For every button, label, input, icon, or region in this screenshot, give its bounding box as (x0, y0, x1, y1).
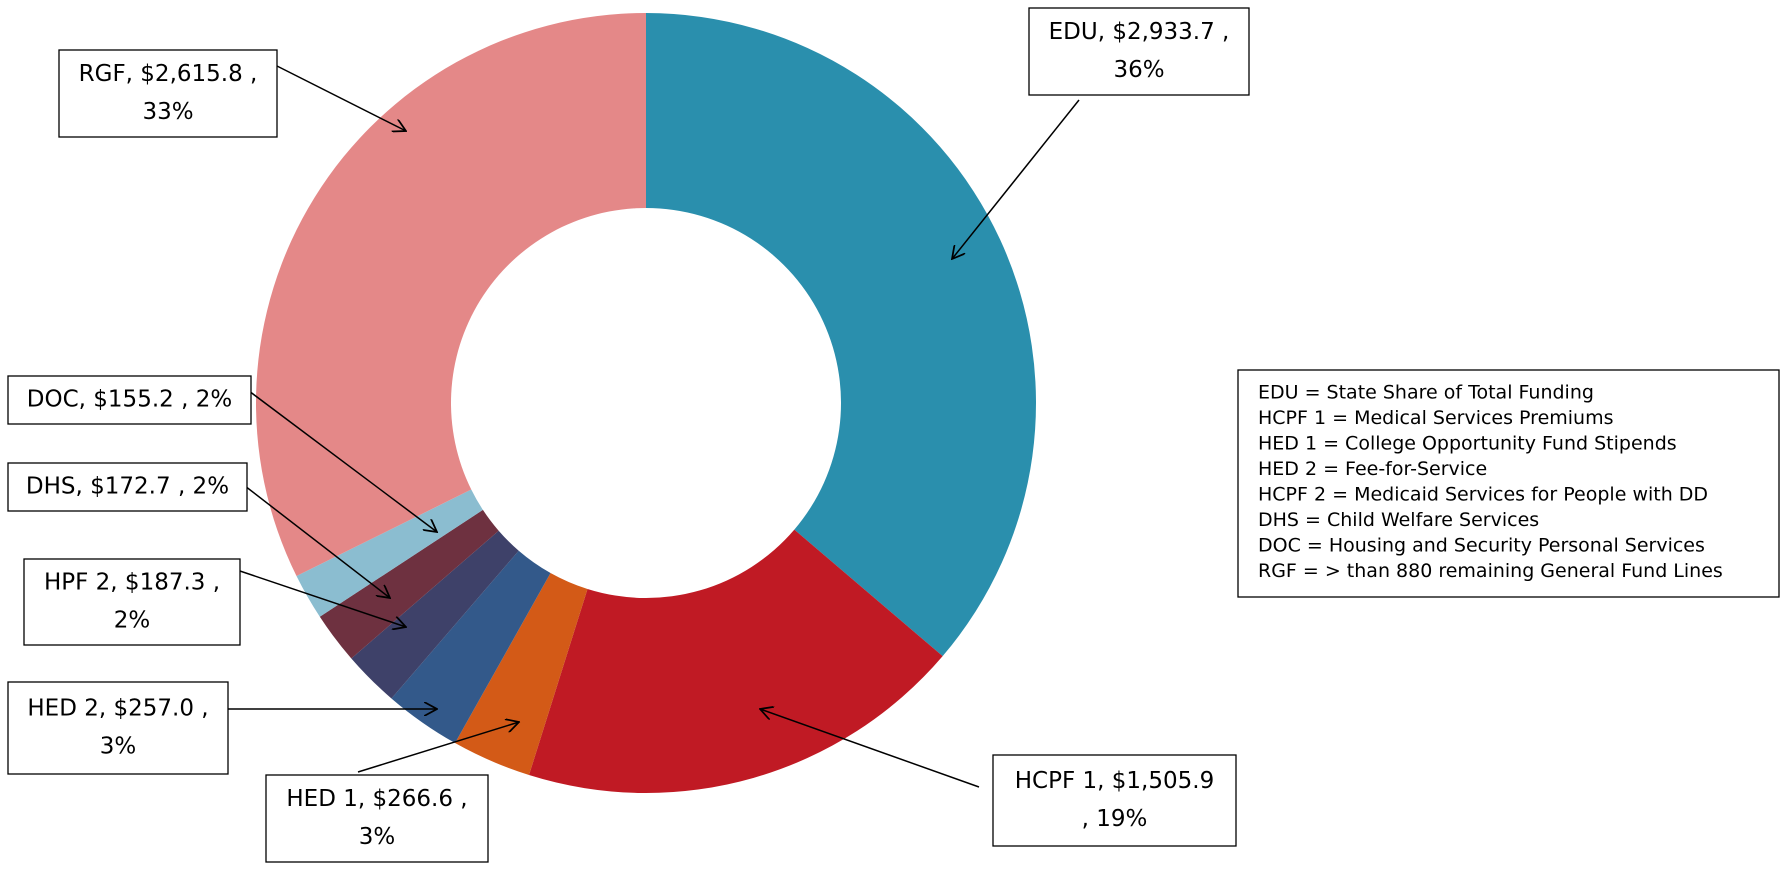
callout-box (7, 681, 229, 775)
legend-note: EDU = State Share of Total Funding (1258, 382, 1594, 404)
callout-arrow (760, 709, 980, 788)
donut-slice (391, 550, 551, 744)
data-label: EDU, $2,933.7 , (1049, 19, 1230, 45)
data-label: HED 1, $266.6 , (286, 786, 467, 812)
donut-slice (319, 509, 499, 659)
callout-box (1028, 7, 1250, 96)
data-label: HPF 2, $187.3 , (44, 570, 220, 596)
callout-box (992, 754, 1237, 847)
data-label: 3% (359, 824, 396, 850)
callouts: EDU, $2,933.7 , 36% HCPF 1, $1,505.9 , 19% H… (7, 7, 1250, 863)
donut-slice (351, 530, 519, 699)
legend-note: HED 1 = College Opportunity Fund Stipend… (1258, 433, 1677, 455)
callout-box (23, 558, 241, 646)
data-label: 33% (142, 99, 193, 125)
legend-note: HED 2 = Fee-for-Service (1258, 458, 1487, 480)
donut (255, 13, 1036, 794)
donut-slice (455, 573, 588, 776)
callout-box (7, 375, 252, 425)
callout-box (7, 462, 248, 512)
callout-arrow (244, 387, 437, 532)
donut-slice (529, 529, 943, 794)
data-label: HCPF 1, $1,505.9 (1015, 768, 1214, 794)
legend: EDU = State Share of Total Funding HCPF 1… (1237, 369, 1780, 598)
donut-slice (646, 13, 1036, 657)
data-label: 2% (114, 608, 151, 634)
callout-arrow (244, 485, 390, 598)
donut-slice (255, 13, 646, 577)
data-label: DHS, $172.7 , 2% (26, 474, 229, 500)
data-label: , 19% (1082, 806, 1148, 832)
legend-note: RGF = > than 880 remaining General Fund … (1258, 560, 1723, 582)
data-label: DOC, $155.2 , 2% (27, 387, 232, 413)
legend-note: DHS = Child Welfare Services (1258, 509, 1539, 531)
callout-box (265, 774, 489, 863)
legend-note: HCPF 2 = Medicaid Services for People wi… (1258, 484, 1708, 506)
callout-arrow (952, 99, 1080, 259)
legend-note: HCPF 1 = Medical Services Premiums (1258, 407, 1614, 429)
legend-box (1237, 369, 1780, 598)
callout-box (58, 49, 278, 138)
legend-note: DOC = Housing and Security Personal Serv… (1258, 535, 1705, 557)
data-label: 36% (1113, 57, 1164, 83)
data-label: HED 2, $257.0 , (27, 696, 208, 722)
callout-arrow (230, 567, 406, 627)
callout-arrow (276, 65, 406, 131)
data-label: RGF, $2,615.8 , (79, 61, 258, 87)
data-label: 3% (100, 734, 137, 760)
callout-arrow (357, 722, 519, 773)
